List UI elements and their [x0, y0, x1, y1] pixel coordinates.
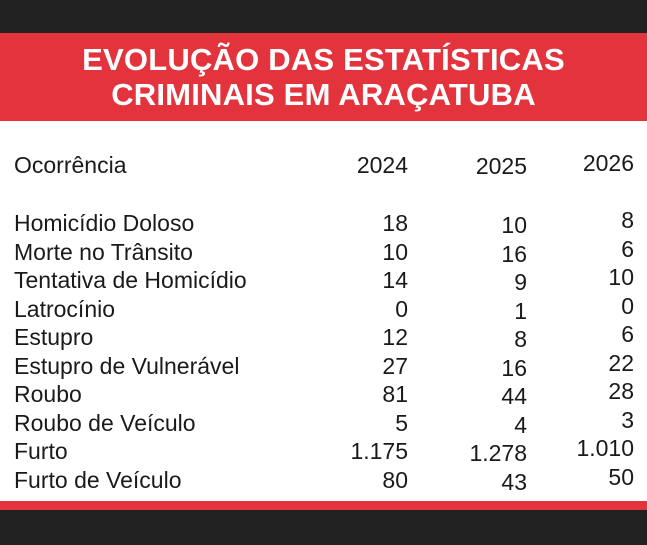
cell-2025: 1 — [514, 297, 527, 324]
cell-2026: 8 — [621, 207, 634, 233]
table-row: Furto 1.175 1.278 1.010 — [0, 435, 647, 466]
cell-2026: 10 — [608, 264, 634, 290]
table-row: Roubo de Veículo 5 4 3 — [0, 406, 647, 438]
table-panel: Ocorrência 2024 2025 2026 Homicídio Dolo… — [0, 121, 647, 501]
cell-2025: 10 — [501, 212, 527, 238]
row-label: Homicídio Doloso — [14, 210, 195, 236]
cell-2025: 44 — [501, 383, 527, 409]
cell-2026: 50 — [608, 463, 634, 490]
table-row: Roubo 81 44 28 — [0, 378, 647, 409]
cell-2025: 9 — [514, 269, 527, 295]
cell-2025: 1.278 — [469, 440, 527, 466]
cell-2026: 0 — [621, 292, 634, 319]
cell-2024: 10 — [382, 238, 408, 265]
cell-2026: 1.010 — [576, 435, 634, 461]
row-label: Roubo — [14, 381, 82, 407]
cell-2024: 14 — [382, 267, 408, 293]
cell-2025: 8 — [514, 326, 527, 352]
row-label: Estupro de Vulnerável — [14, 352, 240, 379]
cell-2025: 43 — [501, 468, 527, 495]
cell-2024: 80 — [382, 466, 408, 493]
row-label: Tentativa de Homicídio — [14, 267, 247, 293]
cell-2024: 27 — [382, 352, 408, 379]
column-header-2026: 2026 — [582, 150, 634, 176]
bottom-frame-band — [0, 510, 647, 545]
column-header-ocorrencia: Ocorrência — [14, 152, 127, 178]
cell-2024: 0 — [395, 295, 408, 322]
cell-2025: 16 — [501, 240, 527, 267]
column-header-2024: 2024 — [356, 152, 408, 178]
cell-2026: 3 — [621, 406, 634, 433]
cell-2024: 18 — [382, 210, 408, 236]
cell-2026: 6 — [621, 321, 634, 347]
title-banner: EVOLUÇÃO DAS ESTATÍSTICAS CRIMINAIS EM A… — [0, 33, 647, 121]
cell-2025: 4 — [514, 411, 527, 438]
column-header-2025: 2025 — [475, 153, 527, 179]
top-frame-band — [0, 0, 647, 33]
cell-2026: 22 — [608, 349, 634, 376]
table-row: Tentativa de Homicídio 14 9 10 — [0, 264, 647, 295]
table-row: Estupro de Vulnerável 27 16 22 — [0, 349, 647, 381]
row-label: Furto — [14, 438, 68, 464]
table-row: Latrocínio 0 1 0 — [0, 292, 647, 324]
cell-2024: 12 — [382, 324, 408, 350]
table-title: EVOLUÇÃO DAS ESTATÍSTICAS CRIMINAIS EM A… — [82, 42, 565, 112]
table-row: Homicídio Doloso 18 10 8 — [0, 207, 647, 238]
row-label: Estupro — [14, 324, 94, 350]
row-label: Roubo de Veículo — [14, 409, 196, 436]
table-row: Morte no Trânsito 10 16 6 — [0, 235, 647, 267]
cell-2024: 5 — [395, 409, 408, 436]
cell-2026: 28 — [608, 378, 634, 404]
row-label: Furto de Veículo — [14, 466, 182, 493]
row-label: Morte no Trânsito — [14, 238, 193, 265]
table-row: Estupro 12 8 6 — [0, 321, 647, 352]
cell-2024: 1.175 — [350, 438, 408, 464]
cell-2024: 81 — [382, 381, 408, 407]
table-row: Furto de Veículo 80 43 50 — [0, 463, 647, 495]
bottom-accent-strip — [0, 501, 647, 510]
cell-2025: 16 — [501, 354, 527, 381]
table-header-row: Ocorrência 2024 2025 2026 — [0, 150, 647, 179]
row-label: Latrocínio — [14, 295, 116, 322]
cell-2026: 6 — [621, 235, 634, 262]
